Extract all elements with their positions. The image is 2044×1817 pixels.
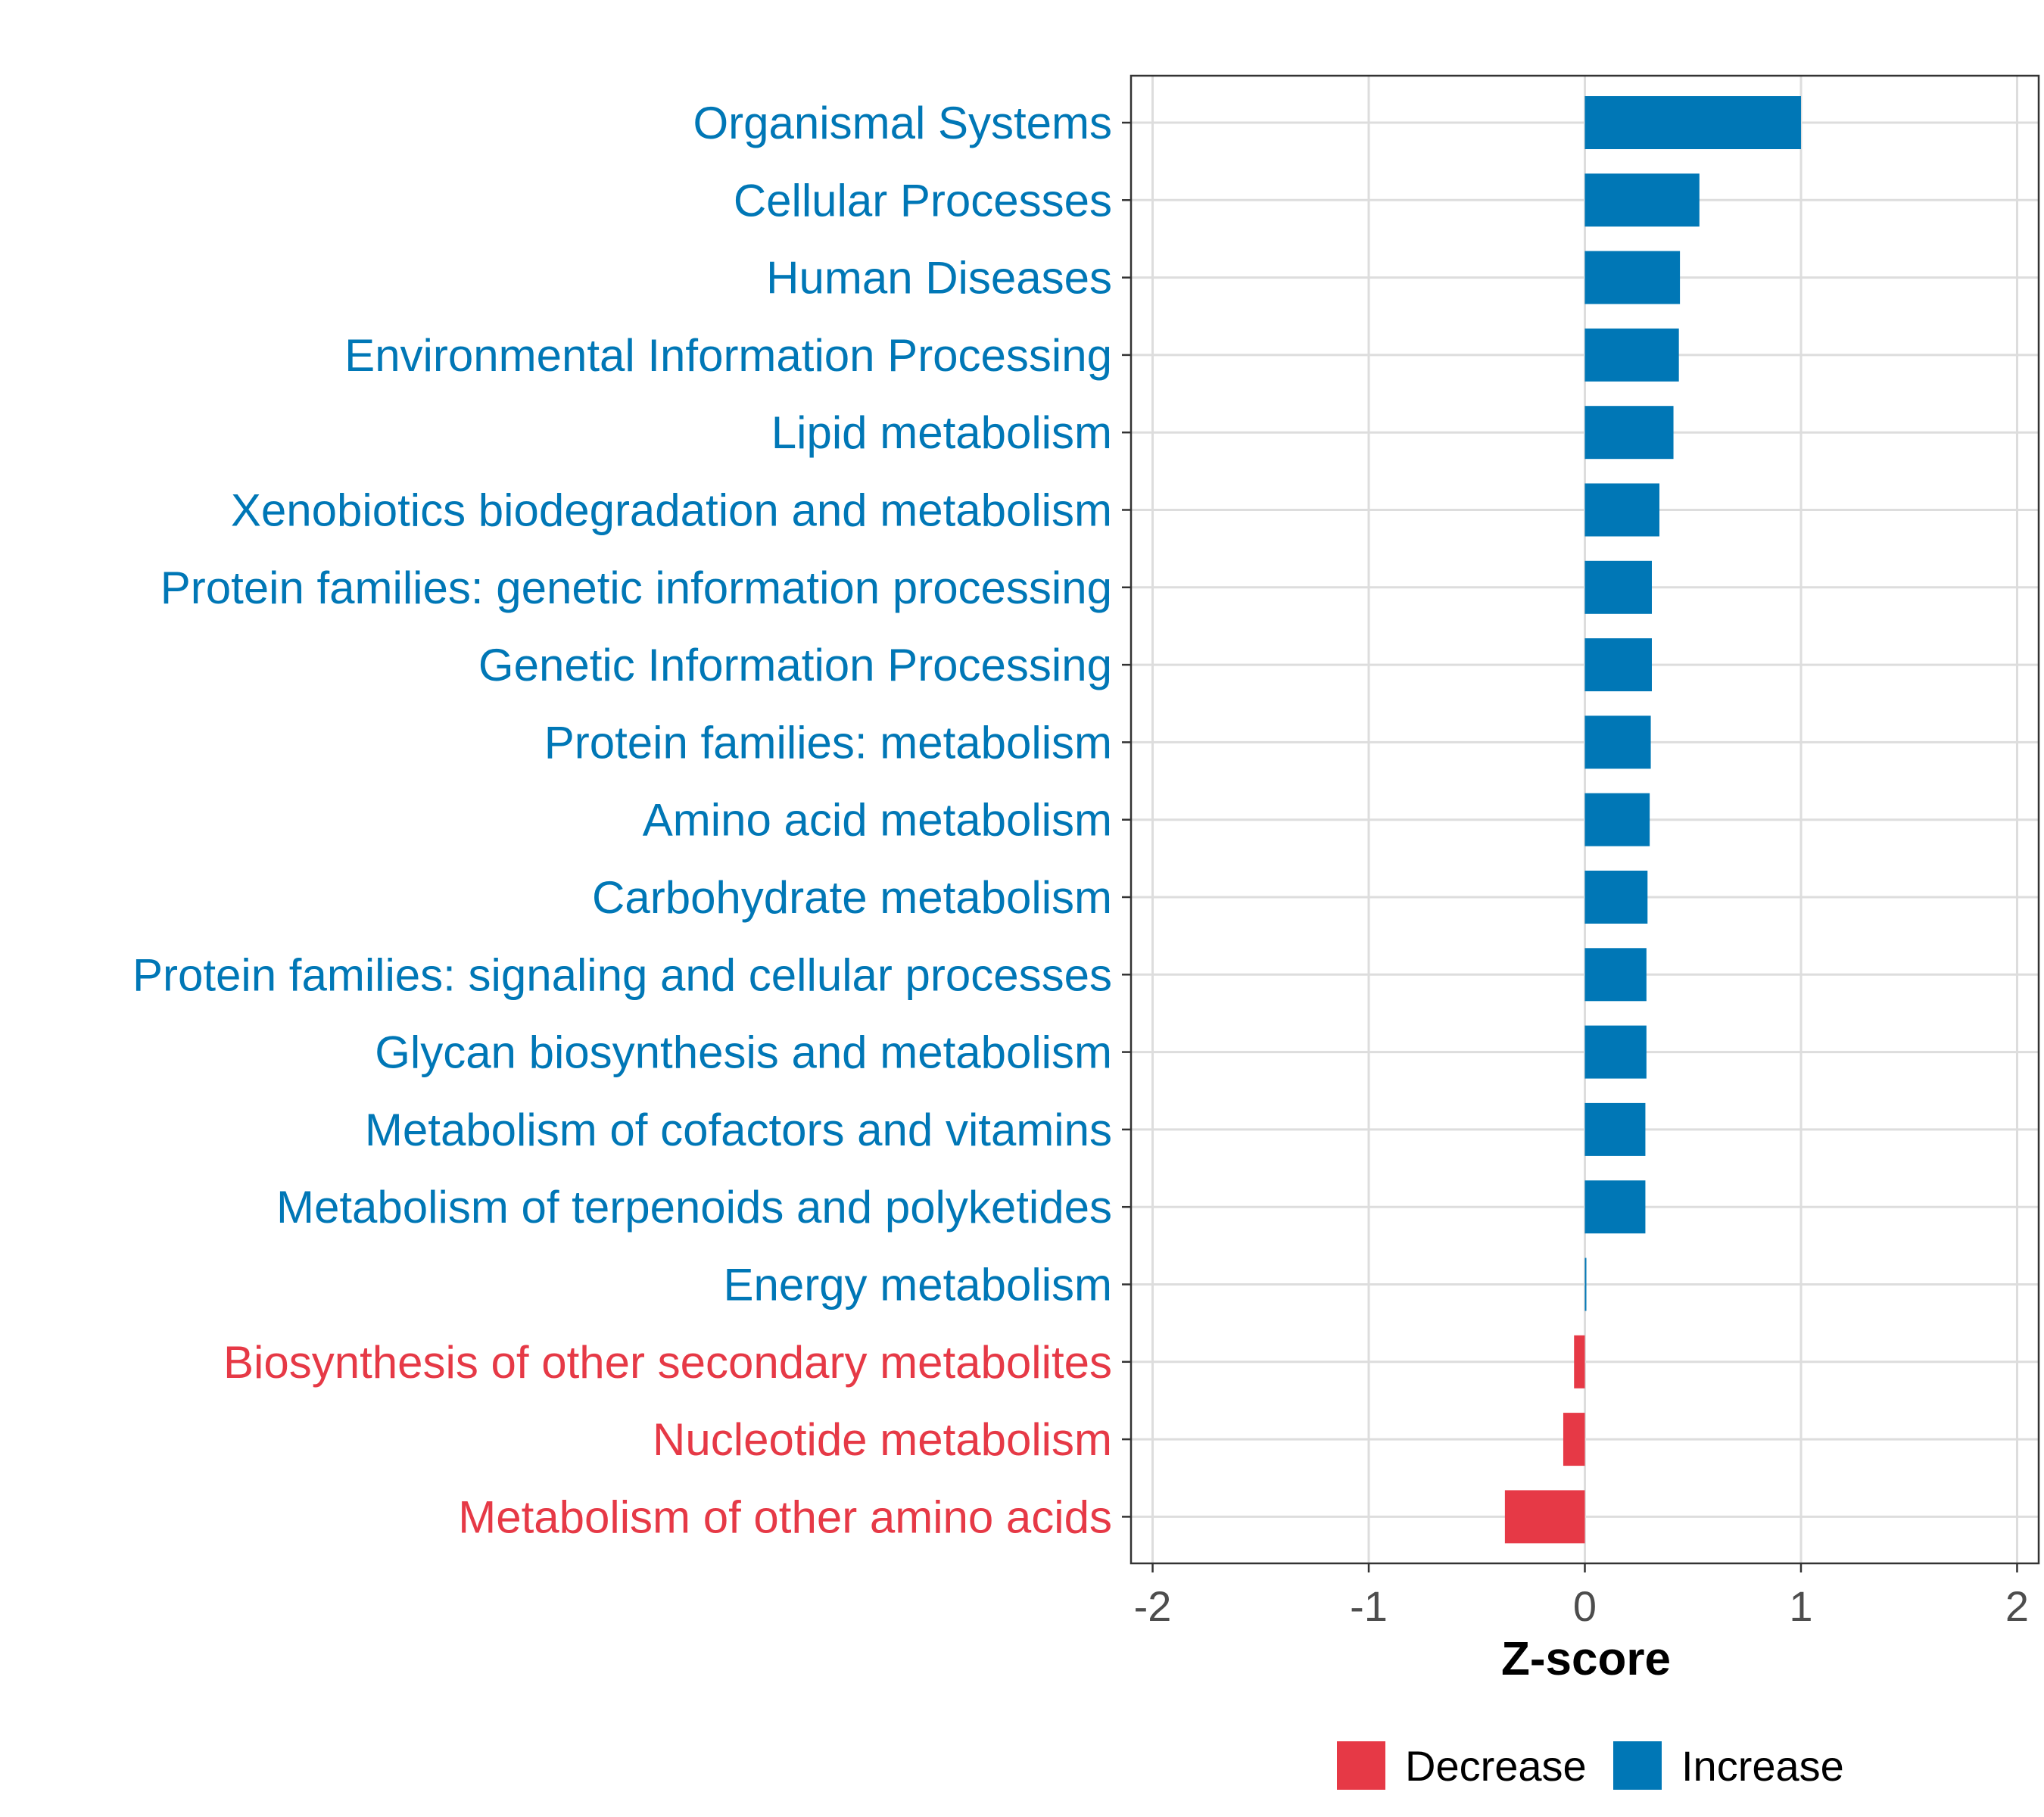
category-label: Human Diseases (766, 253, 1112, 304)
x-axis-title: Z-score (1501, 1633, 1671, 1685)
bar (1584, 328, 1679, 382)
category-label: Metabolism of other amino acids (458, 1491, 1112, 1542)
bar (1504, 1490, 1585, 1544)
category-label: Biosynthesis of other secondary metaboli… (223, 1337, 1112, 1388)
x-tick-label: -2 (1134, 1582, 1172, 1630)
bar (1584, 1180, 1646, 1234)
x-axis-ticks: -2 -1 0 1 2 (1134, 1563, 2029, 1630)
category-label: Nucleotide metabolism (653, 1414, 1112, 1465)
bar (1584, 948, 1647, 1002)
bar (1584, 1025, 1647, 1079)
bar (1574, 1335, 1585, 1388)
bar (1584, 251, 1681, 304)
bar (1584, 96, 1801, 149)
category-label: Xenobiotics biodegradation and metabolis… (231, 485, 1112, 536)
bar (1584, 1102, 1646, 1156)
category-label: Environmental Information Processing (344, 330, 1112, 381)
x-tick-label: 0 (1573, 1582, 1597, 1630)
category-label: Organismal Systems (693, 98, 1112, 148)
legend-label: Increase (1681, 1742, 1844, 1790)
category-label: Energy metabolism (723, 1260, 1112, 1311)
legend: Decrease Increase (1337, 1741, 1844, 1790)
x-tick-label: -1 (1350, 1582, 1388, 1630)
legend-swatch (1613, 1741, 1662, 1790)
bar (1584, 406, 1674, 460)
bar (1584, 560, 1652, 614)
category-label: Metabolism of terpenoids and polyketides (276, 1182, 1112, 1233)
category-label: Protein families: signaling and cellular… (132, 949, 1112, 1000)
bar (1584, 1258, 1587, 1311)
bar (1584, 173, 1700, 227)
legend-label: Decrease (1405, 1742, 1587, 1790)
category-label: Cellular Processes (734, 175, 1112, 226)
category-label: Protein families: metabolism (544, 717, 1112, 768)
category-label: Carbohydrate metabolism (592, 872, 1112, 923)
bar (1584, 871, 1648, 924)
category-label: Lipid metabolism (771, 407, 1112, 458)
category-label: Metabolism of cofactors and vitamins (365, 1105, 1112, 1155)
category-labels: Organismal Systems Cellular Processes Huma… (132, 98, 1131, 1542)
x-tick-label: 2 (2005, 1582, 2029, 1630)
bar (1584, 715, 1651, 769)
bar (1584, 483, 1659, 537)
bars (1504, 96, 1801, 1544)
category-label: Genetic Information Processing (478, 640, 1112, 690)
category-label: Protein families: genetic information pr… (160, 563, 1112, 613)
x-tick-label: 1 (1789, 1582, 1812, 1630)
bar (1584, 793, 1650, 846)
category-label: Amino acid metabolism (643, 795, 1112, 846)
bar (1563, 1413, 1585, 1466)
category-label: Glycan biosynthesis and metabolism (375, 1027, 1112, 1078)
legend-swatch (1337, 1741, 1385, 1790)
bar (1584, 638, 1652, 692)
